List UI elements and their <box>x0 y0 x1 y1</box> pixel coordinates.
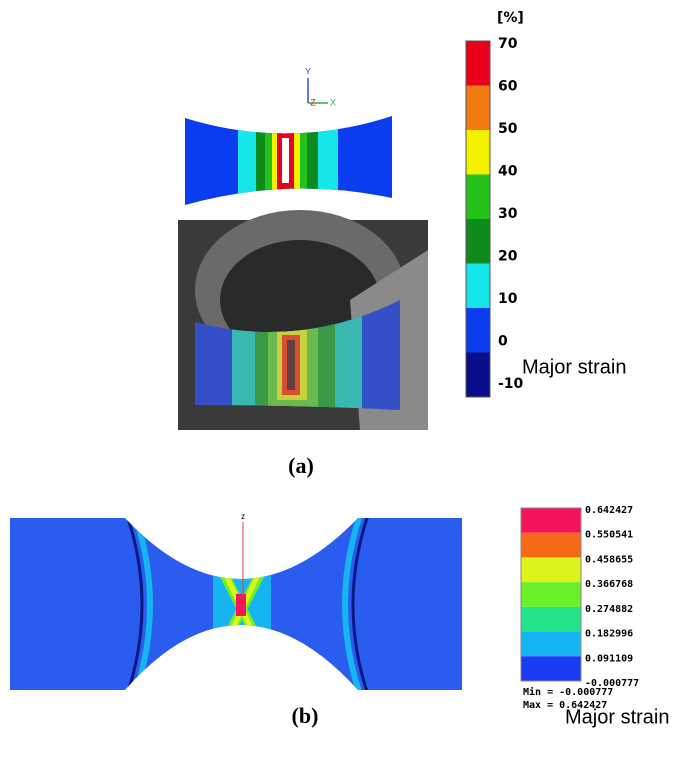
colorbar-b: 0.642427 0.550541 0.458655 0.366768 0.274882… <box>521 505 639 689</box>
axis-triad: Y Z X <box>305 66 336 107</box>
legend-label: Major strain <box>565 706 669 728</box>
color-swatch <box>521 508 581 533</box>
color-swatch <box>521 557 581 582</box>
color-swatch <box>521 632 581 657</box>
tick-label: 0.274882 <box>585 604 633 615</box>
color-swatch <box>466 308 490 353</box>
tick-label: 20 <box>498 249 518 265</box>
tick-label: 30 <box>498 206 518 222</box>
colorbar-a: [%] 70 60 50 40 30 20 10 0 -10 <box>466 10 524 397</box>
color-swatch <box>521 533 581 558</box>
color-swatch <box>521 656 581 681</box>
caption: (a) <box>288 453 314 478</box>
tick-label: 0.091109 <box>585 653 633 664</box>
tick-label: 0.182996 <box>585 629 633 640</box>
color-swatch <box>466 264 490 309</box>
unit-label: [%] <box>497 10 524 26</box>
caption: (b) <box>292 703 319 728</box>
color-swatch <box>466 219 490 264</box>
strain-map-b <box>0 510 470 700</box>
axis-label: Z <box>310 97 316 107</box>
tick-label: 0.550541 <box>585 530 633 541</box>
axis-label: X <box>330 97 336 107</box>
tick-label: 50 <box>498 121 518 137</box>
color-swatch <box>521 607 581 632</box>
tick-label: 40 <box>498 164 518 180</box>
tick-label: 70 <box>498 36 518 52</box>
color-swatch <box>466 86 490 131</box>
tick-label: 0.458655 <box>585 554 633 565</box>
color-swatch <box>466 353 490 398</box>
min-label: Min = -0.000777 <box>523 686 613 698</box>
axis-label: z <box>241 512 245 521</box>
color-swatch <box>466 41 490 86</box>
tick-label: 60 <box>498 79 518 95</box>
tick-label: -10 <box>498 376 524 392</box>
axis-label: Y <box>305 66 311 76</box>
figure: Y Z X [%] 70 60 50 40 30 20 10 0 -10 Major strain… <box>0 0 681 757</box>
color-swatch <box>521 582 581 607</box>
tick-label: 0.642427 <box>585 505 633 516</box>
color-swatch <box>466 130 490 175</box>
tick-label: 0 <box>498 334 508 350</box>
strain-map-a <box>180 100 400 210</box>
legend-label: Major strain <box>522 356 626 378</box>
tick-label: 10 <box>498 291 518 307</box>
color-swatch <box>466 175 490 220</box>
tick-label: 0.366768 <box>585 579 633 590</box>
